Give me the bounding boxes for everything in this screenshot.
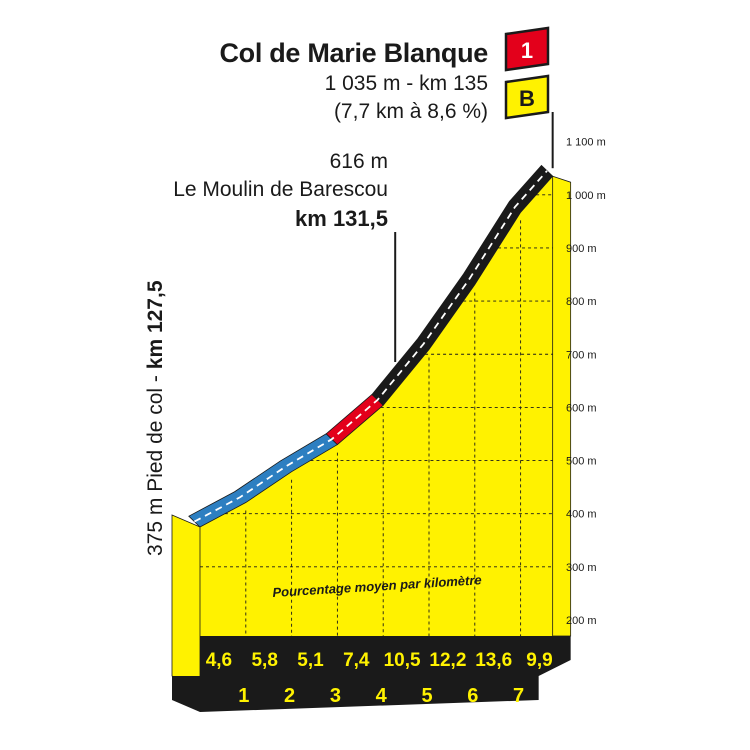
km-gradient-label-2: 5,8 xyxy=(251,650,277,671)
climb-name: Col de Marie Blanque xyxy=(219,38,488,68)
altitude-tick-label: 700 m xyxy=(566,349,597,361)
km-tick-label-4: 4 xyxy=(376,685,388,707)
climb-foot-label: 375 m Pied de col - km 127,5 xyxy=(144,280,168,556)
km-gradient-label-3: 5,1 xyxy=(297,650,324,671)
altitude-tick-label: 1 100 m xyxy=(566,137,606,149)
altitude-tick-label: 600 m xyxy=(566,402,597,414)
category-badge-label: 1 xyxy=(521,38,533,63)
summit-altitude-km: 1 035 m - km 135 xyxy=(324,72,488,95)
road-segment-black xyxy=(371,164,554,406)
altitude-tick-label: 800 m xyxy=(566,296,597,308)
category-badge-shape xyxy=(504,26,550,72)
km-gradient-label-5: 10,5 xyxy=(384,650,421,671)
waypoint-km: km 131,5 xyxy=(295,206,388,231)
waypoint-altitude: 616 m xyxy=(329,150,388,173)
altitude-tick-label: 500 m xyxy=(566,456,597,468)
gradient-ground-band xyxy=(200,636,571,676)
km-tick-label-6: 6 xyxy=(467,685,478,707)
km-gradient-label-4: 7,4 xyxy=(343,650,370,671)
foot-altitude: 375 m Pied de col - xyxy=(144,369,167,556)
km-tick-label-5: 5 xyxy=(421,685,432,707)
profile-area xyxy=(200,176,553,636)
km-tick-label-3: 3 xyxy=(330,685,341,707)
bonus-badge-label: B xyxy=(519,86,535,111)
climb-length-gradient: (7,7 km à 8,6 %) xyxy=(333,100,488,123)
foot-km: km 127,5 xyxy=(144,280,167,370)
km-tick-label-7: 7 xyxy=(513,685,524,707)
bonus-badge-shape xyxy=(504,74,550,120)
km-gradient-label-1: 4,6 xyxy=(206,650,232,671)
altitude-tick-label: 300 m xyxy=(566,562,597,574)
waypoint-name: Le Moulin de Barescou xyxy=(173,178,388,201)
altitude-tick-label: 400 m xyxy=(566,509,597,521)
altitude-tick-label: 1 000 m xyxy=(566,190,606,202)
altitude-tick-label: 900 m xyxy=(566,243,597,255)
road-centre-line xyxy=(193,170,548,523)
km-gradient-label-8: 9,9 xyxy=(526,650,552,671)
km-tick-label-2: 2 xyxy=(284,685,295,707)
km-ground-band xyxy=(172,676,539,712)
altitude-tick-label: 200 m xyxy=(566,615,597,627)
km-gradient-label-6: 12,2 xyxy=(429,650,466,671)
km-gradient-label-7: 13,6 xyxy=(475,650,512,671)
profile-front-face xyxy=(171,514,201,689)
km-tick-label-1: 1 xyxy=(238,685,249,707)
